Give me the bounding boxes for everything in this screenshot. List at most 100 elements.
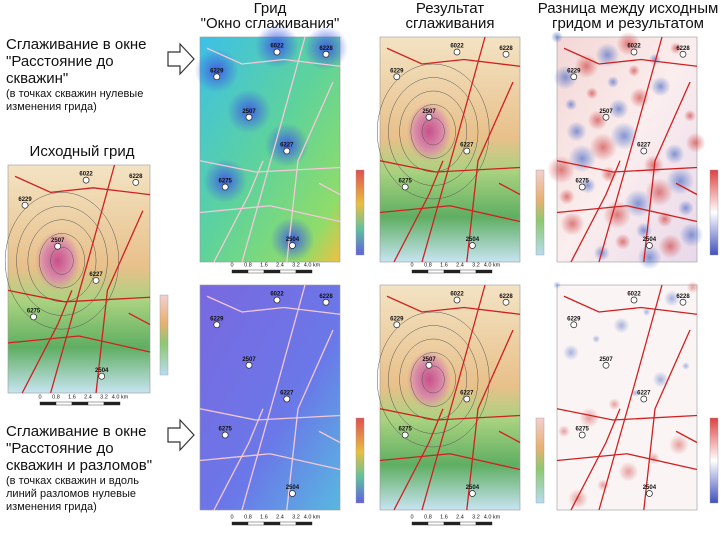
scale-segment bbox=[428, 270, 444, 273]
well-label: 6022 bbox=[627, 292, 641, 298]
well-marker bbox=[426, 362, 432, 368]
well-marker bbox=[55, 243, 61, 249]
caption-line: Сглаживание в окне bbox=[6, 36, 146, 53]
caption-line: (в точках скважин нулевые bbox=[6, 88, 143, 100]
blob bbox=[563, 345, 579, 361]
well-label: 2504 bbox=[95, 368, 109, 374]
well-label: 6022 bbox=[450, 292, 464, 298]
well-marker bbox=[579, 184, 585, 190]
scale-label: 2.4 bbox=[456, 262, 464, 268]
scale-segment bbox=[444, 522, 460, 525]
well-marker bbox=[246, 362, 252, 368]
blob bbox=[669, 435, 689, 455]
well-label: 6229 bbox=[210, 316, 224, 322]
map-panel: 6022622862292507622762752504 bbox=[547, 31, 705, 270]
well-label: 6275 bbox=[576, 179, 590, 185]
caption-line: сглаживания bbox=[405, 15, 494, 32]
blob bbox=[679, 223, 703, 247]
blob bbox=[558, 425, 570, 437]
well-label: 6229 bbox=[18, 197, 32, 203]
well-label: 6227 bbox=[280, 143, 294, 149]
well-marker bbox=[503, 51, 509, 57]
well-marker bbox=[133, 179, 139, 185]
page: Сглаживание в окне"Расстояние доскважин"… bbox=[0, 0, 723, 534]
blob bbox=[682, 362, 690, 370]
well-label: 6228 bbox=[319, 46, 333, 52]
well-marker bbox=[323, 51, 329, 57]
well-marker bbox=[222, 184, 228, 190]
well-label: 6229 bbox=[210, 68, 224, 74]
well-marker bbox=[394, 74, 400, 80]
well-label: 6228 bbox=[499, 294, 513, 300]
caption-line: изменения грида) bbox=[6, 501, 97, 513]
blob bbox=[592, 335, 600, 343]
well-label: 2504 bbox=[466, 485, 480, 491]
well-label: 6275 bbox=[219, 179, 233, 185]
well-marker bbox=[222, 432, 228, 438]
well-label: 2504 bbox=[643, 237, 657, 243]
well-marker bbox=[641, 396, 647, 402]
scale-segment bbox=[264, 270, 280, 273]
scale-label: 1.6 bbox=[260, 262, 268, 268]
scale-segment bbox=[476, 270, 492, 273]
blob bbox=[637, 246, 661, 270]
blob bbox=[615, 234, 631, 250]
scale-segment bbox=[264, 522, 280, 525]
well-marker bbox=[99, 373, 105, 379]
blob bbox=[568, 489, 588, 509]
scale-label: 3.2 bbox=[292, 262, 300, 268]
caption-line: "Расстояние до bbox=[6, 440, 114, 457]
well-marker bbox=[680, 51, 686, 57]
scale-label: 3.2 bbox=[472, 514, 480, 520]
well-label: 6275 bbox=[399, 427, 413, 433]
scale-label: 0.8 bbox=[244, 514, 252, 520]
scale-label: 4.0 km bbox=[112, 394, 129, 400]
caption-line: (в точках скважин и вдоль bbox=[6, 475, 139, 487]
caption-line: скважин и разломов" bbox=[6, 457, 152, 474]
well-label: 2507 bbox=[599, 357, 613, 363]
blob bbox=[579, 408, 599, 428]
well-marker bbox=[214, 74, 220, 80]
well-marker bbox=[469, 491, 475, 497]
blob bbox=[684, 110, 696, 122]
map-panel: 6022622862292507622762752504 bbox=[377, 285, 520, 510]
well-marker bbox=[469, 243, 475, 249]
scale-label: 0 bbox=[410, 514, 413, 520]
well-label: 2507 bbox=[422, 357, 436, 363]
well-marker bbox=[394, 322, 400, 328]
well-label: 6022 bbox=[270, 44, 284, 50]
well-marker bbox=[454, 49, 460, 55]
blob bbox=[618, 462, 638, 482]
well-marker bbox=[464, 396, 470, 402]
well-marker bbox=[31, 314, 37, 320]
scale-label: 0 bbox=[38, 394, 41, 400]
colorbar bbox=[356, 418, 364, 503]
scale-segment bbox=[104, 402, 120, 405]
colorbar bbox=[160, 295, 168, 375]
blob bbox=[651, 77, 671, 97]
scale-label: 0.8 bbox=[244, 262, 252, 268]
caption-line: гридом и результатом bbox=[552, 15, 704, 32]
well-marker bbox=[93, 277, 99, 283]
scale-label: 2.4 bbox=[456, 514, 464, 520]
scale-segment bbox=[412, 522, 428, 525]
scale-label: 1.6 bbox=[440, 262, 448, 268]
blob bbox=[559, 189, 575, 205]
well-label: 6275 bbox=[576, 427, 590, 433]
well-marker bbox=[641, 148, 647, 154]
blob bbox=[643, 308, 651, 316]
well-marker bbox=[274, 49, 280, 55]
scale-label: 2.4 bbox=[84, 394, 92, 400]
well-label: 2507 bbox=[51, 238, 65, 244]
blob bbox=[565, 99, 577, 111]
well-marker bbox=[603, 114, 609, 120]
scale-segment bbox=[72, 402, 88, 405]
caption-line: изменения грида) bbox=[6, 101, 97, 113]
scale-segment bbox=[56, 402, 72, 405]
well-marker bbox=[22, 202, 28, 208]
scale-segment bbox=[40, 402, 56, 405]
scale-label: 4.0 km bbox=[304, 262, 321, 268]
blob bbox=[547, 156, 575, 184]
colorbar bbox=[710, 170, 718, 255]
